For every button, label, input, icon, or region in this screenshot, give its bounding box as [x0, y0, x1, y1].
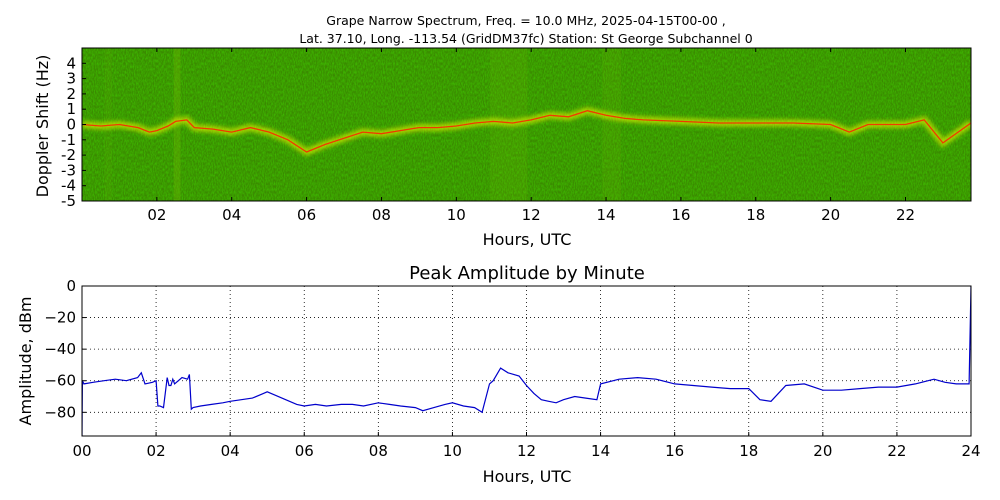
spectrogram-y-tick-label: 3: [66, 70, 76, 88]
amplitude-x-tick-label: 02: [147, 442, 166, 460]
amplitude-x-tick-label: 20: [813, 442, 832, 460]
spectrogram-x-tick-label: 18: [746, 206, 765, 224]
spectrogram-signal-trace: [82, 110, 971, 153]
spectrogram-x-ticks: 02 04 06 08 10 12 14 16 18 20 22: [147, 48, 915, 224]
spectrogram-y-tick-label: -2: [61, 146, 76, 164]
spectrogram-x-tick-label: 04: [222, 206, 241, 224]
amplitude-x-tick-label: 22: [887, 442, 906, 460]
spectrogram-y-tick-label: 2: [66, 85, 76, 103]
amplitude-y-tick-label: −80: [44, 403, 76, 421]
spectrogram-y-tick-label: -4: [61, 177, 76, 195]
amplitude-y-tick-label: −40: [44, 340, 76, 358]
amplitude-x-tick-label: 10: [443, 442, 462, 460]
spectrogram-x-tick-label: 08: [372, 206, 391, 224]
amplitude-x-tick-label: 14: [591, 442, 610, 460]
spectrogram-x-tick-label: 22: [896, 206, 915, 224]
spectrogram-title-line-2: Lat. 37.10, Long. -113.54 (GridDM37fc) S…: [299, 31, 752, 46]
spectrogram-x-tick-label: 16: [671, 206, 690, 224]
spectrogram-y-tick-label: -1: [61, 131, 76, 149]
amplitude-y-label: Amplitude, dBm: [16, 297, 35, 426]
amplitude-series-line: [82, 286, 971, 436]
spectrogram-y-tick-label: 0: [66, 116, 76, 134]
amplitude-x-ticks: 00 02 04 06 08 10 12 14 16 18 20 22 24: [72, 432, 981, 460]
spectrogram-band: [602, 48, 622, 201]
spectrogram-x-tick-label: 20: [821, 206, 840, 224]
spectrogram-plot-area: [82, 48, 971, 201]
amplitude-x-tick-label: 08: [369, 442, 388, 460]
amplitude-y-tick-label: 0: [66, 277, 76, 295]
amplitude-y-tick-label: −20: [44, 309, 76, 327]
spectrogram-x-tick-label: 02: [147, 206, 166, 224]
spectrogram-x-tick-label: 14: [596, 206, 615, 224]
amplitude-x-tick-label: 16: [665, 442, 684, 460]
spectrogram-y-label: Doppler Shift (Hz): [33, 55, 52, 198]
spectrogram-x-label: Hours, UTC: [483, 230, 572, 249]
amplitude-y-tick-label: −60: [44, 372, 76, 390]
spectrogram-y-tick-label: -3: [61, 161, 76, 179]
amplitude-panel: Peak Amplitude by Minute 00 02 04 06 08 10 12 1…: [16, 263, 981, 486]
amplitude-plot-background: [82, 286, 971, 436]
spectrogram-x-tick-label: 12: [522, 206, 541, 224]
amplitude-y-ticks: 0 −20 −40 −60 −80: [44, 277, 86, 421]
spectrogram-x-tick-label: 06: [297, 206, 316, 224]
spectrogram-x-tick-label: 10: [447, 206, 466, 224]
spectrogram-title-line-1: Grape Narrow Spectrum, Freq. = 10.0 MHz,…: [326, 13, 725, 28]
spectrogram-y-tick-label: 4: [66, 54, 76, 72]
spectrogram-panel: Grape Narrow Spectrum, Freq. = 10.0 MHz,…: [33, 13, 972, 249]
amplitude-x-tick-label: 18: [739, 442, 758, 460]
amplitude-x-tick-label: 24: [961, 442, 980, 460]
amplitude-x-tick-label: 12: [517, 442, 536, 460]
amplitude-title: Peak Amplitude by Minute: [409, 263, 645, 284]
amplitude-x-tick-label: 06: [295, 442, 314, 460]
spectrogram-y-tick-label: -5: [61, 192, 76, 210]
spectrogram-y-tick-label: 1: [66, 100, 76, 118]
amplitude-x-label: Hours, UTC: [483, 467, 572, 486]
amplitude-x-tick-label: 04: [221, 442, 240, 460]
amplitude-x-tick-label: 00: [72, 442, 91, 460]
